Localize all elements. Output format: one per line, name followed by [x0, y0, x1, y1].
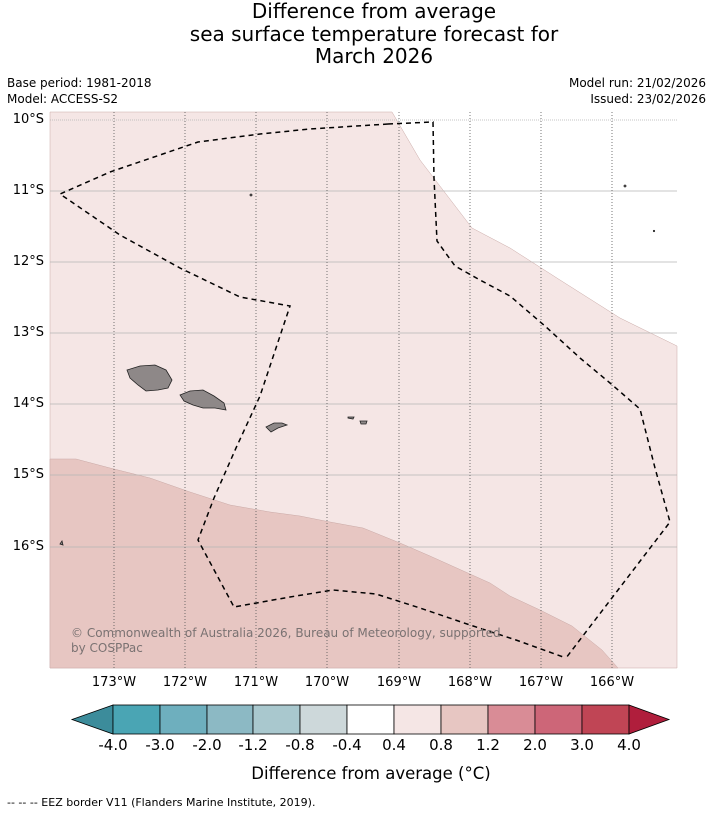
lat-label-15s: 15°S	[12, 467, 44, 482]
swains-island	[249, 193, 253, 197]
eez-samoa	[58, 123, 567, 659]
lat-label-16s: 16°S	[12, 539, 44, 554]
eez-border	[58, 121, 671, 659]
colorbar-title: Difference from average (°C)	[251, 764, 491, 783]
colorbar-seg-3	[206, 704, 254, 735]
model-name: Model: ACCESS-S2	[7, 92, 119, 106]
islands	[59, 184, 656, 546]
colorbar-seg-7	[393, 704, 442, 735]
lat-label-12s: 12°S	[12, 254, 44, 269]
lat-label-13s: 13°S	[12, 325, 44, 340]
lon-label-170w: 170°W	[304, 675, 350, 690]
copyright-notice: © Commonwealth of Australia 2026, Bureau…	[71, 626, 501, 655]
colorbar-label-11: 4.0	[617, 736, 641, 754]
anomaly-region-dark	[49, 458, 619, 669]
colorbar-label-5: -0.4	[332, 736, 362, 754]
colorbar-seg-11	[581, 704, 630, 735]
colorbar-seg-1	[112, 704, 161, 735]
tau-island	[359, 420, 368, 425]
colorbar-label-7: 0.8	[429, 736, 453, 754]
colorbar-label-0: -4.0	[98, 736, 128, 754]
issued-date: Issued: 23/02/2026	[590, 92, 706, 106]
lat-label-14s: 14°S	[12, 396, 44, 411]
run-info: Model run: 21/02/2026 Issued: 23/02/2026	[569, 75, 706, 107]
lon-label-172w: 172°W	[162, 675, 208, 690]
colorbar-label-3: -1.2	[238, 736, 268, 754]
colorbar-extend-high	[628, 704, 671, 735]
lon-label-173w: 173°W	[91, 675, 137, 690]
rose-atoll	[59, 540, 64, 546]
latitude-gridlines	[50, 119, 677, 548]
colorbar-label-10: 3.0	[570, 736, 594, 754]
tutuila-island	[265, 422, 289, 433]
colorbar-seg-4	[252, 704, 301, 735]
colorbar-label-8: 1.2	[476, 736, 500, 754]
colorbar-seg-2	[159, 704, 208, 735]
map-area	[49, 111, 678, 669]
lon-label-169w: 169°W	[376, 675, 422, 690]
colorbar-seg-5	[299, 704, 348, 735]
model-info: Base period: 1981-2018 Model: ACCESS-S2	[7, 75, 152, 107]
title-line-2: sea surface temperature forecast for	[189, 21, 559, 46]
map-title: Difference from average sea surface temp…	[0, 0, 713, 68]
lon-label-167w: 167°W	[518, 675, 564, 690]
lon-label-166w: 166°W	[589, 675, 635, 690]
title-line-1: Difference from average	[251, 0, 497, 23]
savaii-island	[126, 364, 173, 392]
base-period: Base period: 1981-2018	[7, 76, 152, 90]
atoll-east-b	[652, 229, 656, 233]
lat-label-11s: 11°S	[12, 183, 44, 198]
model-run: Model run: 21/02/2026	[568, 76, 706, 90]
lon-label-168w: 168°W	[447, 675, 493, 690]
colorbar-label-6: 0.4	[382, 736, 406, 754]
lat-label-10s: 10°S	[12, 112, 44, 127]
colorbar-label-1: -3.0	[145, 736, 175, 754]
colorbar-label-4: -0.8	[285, 736, 315, 754]
colorbar-seg-8	[440, 704, 489, 735]
atoll-east-a	[623, 184, 627, 188]
colorbar-label-2: -2.0	[192, 736, 222, 754]
lon-label-171w: 171°W	[233, 675, 279, 690]
eez-legend: -- -- -- EEZ border V11 (Flanders Marine…	[7, 796, 316, 809]
upolu-island	[179, 389, 227, 411]
colorbar-label-9: 2.0	[523, 736, 547, 754]
colorbar-seg-9	[487, 704, 536, 735]
colorbar-extend-low	[70, 704, 114, 735]
colorbar-seg-10	[534, 704, 583, 735]
title-line-3: March 2026	[314, 44, 434, 68]
colorbar-seg-6	[346, 704, 395, 735]
colorbar	[70, 704, 671, 735]
ofu-island	[347, 416, 355, 420]
